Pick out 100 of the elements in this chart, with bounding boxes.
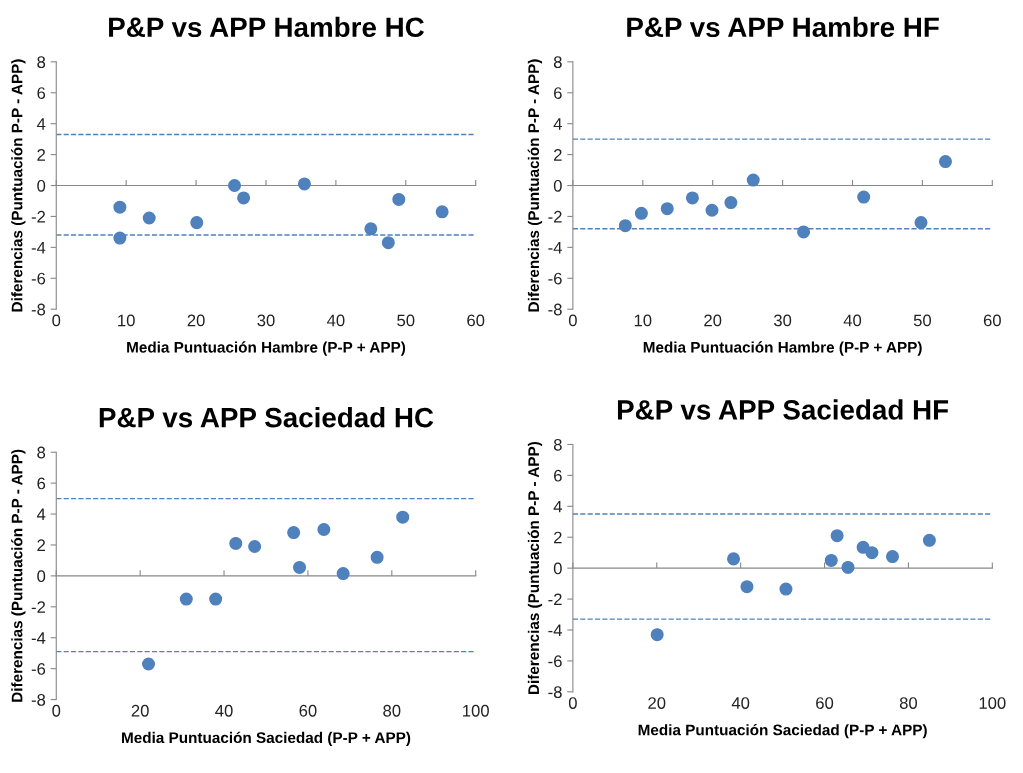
x-tick-label: 40 (731, 697, 750, 709)
point (113, 231, 127, 245)
point (885, 550, 899, 564)
y-tick-label: 2 (37, 539, 46, 551)
point (650, 628, 664, 642)
point (618, 219, 632, 233)
y-tick-label: -4 (548, 624, 562, 637)
x-tick-label: 20 (648, 697, 666, 709)
x-axis-title: Media Puntuación Hambre (P-P + APP) (127, 341, 406, 356)
point (317, 523, 331, 537)
x-tick-label: 30 (257, 314, 275, 327)
point (364, 222, 378, 236)
x-tick-label: 0 (52, 704, 61, 717)
y-tick-label: 8 (37, 56, 46, 69)
x-tick-label: 80 (899, 697, 918, 709)
point (685, 191, 699, 205)
y-tick-label: 8 (37, 446, 46, 459)
point (142, 211, 156, 225)
y-tick-label: 4 (36, 508, 46, 521)
y-tick-label: 2 (554, 531, 562, 544)
point (142, 657, 156, 671)
point (705, 203, 719, 217)
y-tick-label: -8 (548, 686, 562, 699)
point (237, 191, 251, 205)
y-tick-label: -8 (31, 693, 46, 706)
y-tick-label: 6 (554, 87, 562, 99)
x-tick-label: 10 (634, 314, 652, 327)
y-tick-label: -4 (31, 241, 46, 254)
point (727, 552, 741, 566)
y-tick-label: 2 (554, 149, 562, 161)
point (841, 560, 855, 574)
y-tick-label: 4 (553, 500, 562, 513)
y-tick-label: 4 (36, 118, 46, 130)
y-tick-label: 0 (37, 570, 46, 583)
y-tick-label: 0 (37, 179, 46, 192)
point (297, 177, 311, 191)
y-tick-label: -8 (548, 303, 562, 316)
y-tick-label: -6 (548, 655, 562, 668)
point (228, 179, 242, 193)
point (865, 546, 879, 560)
y-tick-label: -6 (31, 272, 46, 285)
y-tick-label: 6 (37, 477, 46, 490)
point (779, 582, 793, 596)
y-tick-label: 4 (553, 118, 562, 130)
x-axis-title: Media Puntuación Hambre (P-P + APP) (643, 341, 922, 356)
point (830, 529, 844, 543)
point (797, 225, 811, 239)
x-tick-label: 0 (52, 314, 61, 327)
point (724, 196, 738, 210)
y-axis-title: Diferencias (Puntuación P-P - APP) (527, 59, 543, 312)
point (248, 540, 262, 554)
point (381, 236, 395, 250)
y-tick-label: -2 (31, 601, 46, 613)
point (336, 567, 350, 581)
point (824, 553, 838, 567)
point (746, 173, 760, 187)
point (922, 533, 936, 547)
y-tick-label: 8 (553, 56, 562, 69)
point (179, 592, 193, 606)
point (396, 510, 410, 524)
y-axis-title: Diferencias (Puntuación P-P - APP) (527, 441, 543, 695)
point (938, 155, 952, 169)
point (914, 216, 928, 230)
y-tick-label: -2 (31, 210, 46, 223)
point (113, 200, 127, 214)
point (435, 205, 449, 219)
x-tick-label: 20 (704, 314, 722, 327)
x-tick-label: 10 (118, 314, 135, 327)
y-tick-label: -2 (548, 593, 562, 606)
point (190, 216, 204, 230)
x-tick-label: 60 (299, 704, 317, 717)
y-tick-label: 2 (37, 149, 46, 161)
y-tick-label: 8 (553, 438, 562, 451)
x-tick-label: 0 (568, 314, 577, 327)
chart-title: P&P vs APP Hambre HF (627, 16, 939, 38)
y-tick-label: 6 (37, 87, 46, 99)
point (740, 580, 754, 594)
x-tick-label: 100 (979, 697, 1006, 709)
y-tick-label: -8 (31, 303, 46, 316)
y-tick-label: -4 (31, 632, 46, 644)
point (209, 592, 223, 606)
point (370, 550, 384, 564)
chart-title: P&P vs APP Hambre HC (109, 16, 424, 38)
point (634, 206, 648, 220)
point (229, 536, 243, 550)
x-tick-label: 40 (215, 704, 233, 717)
y-tick-label: 0 (553, 179, 562, 192)
x-tick-label: 40 (843, 314, 862, 327)
y-axis-title: Diferencias (Puntuación P-P - APP) (11, 449, 26, 702)
point (293, 560, 307, 574)
x-tick-label: 50 (913, 314, 932, 327)
y-axis-title: Diferencias (Puntuación P-P - APP) (11, 59, 26, 312)
x-tick-label: 40 (327, 314, 345, 327)
x-tick-label: 60 (467, 314, 485, 327)
point (660, 202, 674, 216)
x-tick-label: 80 (383, 704, 401, 717)
x-tick-label: 0 (568, 697, 577, 709)
x-tick-label: 100 (463, 704, 489, 717)
y-tick-label: -2 (548, 210, 562, 223)
x-tick-label: 20 (131, 704, 149, 717)
